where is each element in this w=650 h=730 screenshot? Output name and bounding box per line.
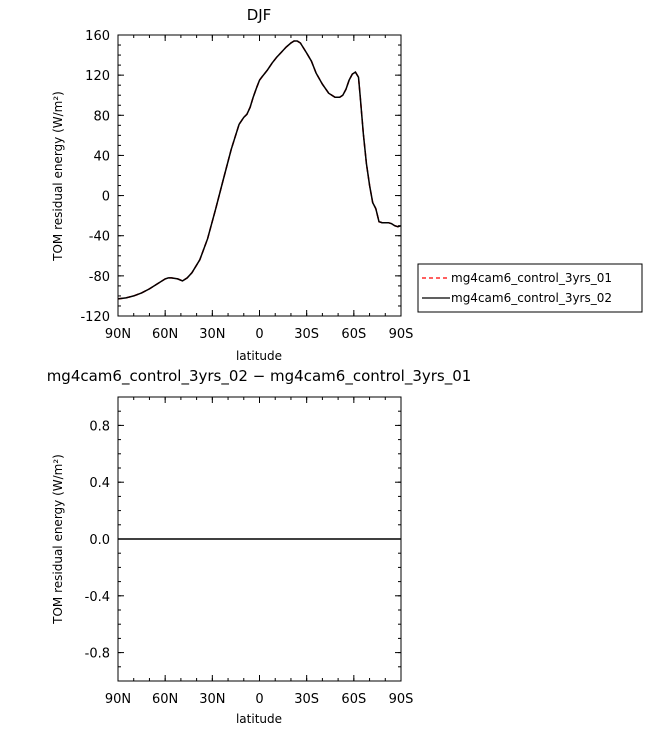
- top-y-tick-label: -80: [89, 270, 110, 285]
- legend-box: [417, 263, 643, 313]
- top-x-tick-label: 90S: [389, 327, 414, 342]
- legend-label-series-2: mg4cam6_control_3yrs_02: [451, 291, 612, 305]
- top-series-line-2: [117, 40, 402, 300]
- top-panel: DJF 90N 60N 30N 0 30S 60S 90S 160 120 80 40 0 -40 -80…: [51, 6, 413, 363]
- top-x-tick-label: 60N: [152, 327, 178, 342]
- top-y-tick-label: 80: [93, 109, 110, 124]
- top-y-tick-label: -120: [80, 310, 110, 325]
- top-x-tick-label: 90N: [105, 327, 131, 342]
- top-x-tick-label: 0: [255, 327, 263, 342]
- top-x-tick-label: 60S: [341, 327, 366, 342]
- bottom-x-tick-label: 30N: [199, 692, 225, 707]
- bottom-x-tick-label: 60S: [341, 692, 366, 707]
- top-x-axis-label: latitude: [236, 349, 282, 363]
- bottom-chart-title: mg4cam6_control_3yrs_02 − mg4cam6_contro…: [47, 367, 472, 386]
- bottom-y-tick-label: 0.8: [89, 419, 110, 434]
- top-y-tick-label: -40: [89, 230, 110, 245]
- top-chart-title: DJF: [247, 6, 272, 24]
- bottom-x-tick-label: 60N: [152, 692, 178, 707]
- top-y-tick-label: 40: [93, 149, 110, 164]
- bottom-y-tick-label: 0.0: [89, 533, 110, 548]
- bottom-x-tick-label: 30S: [294, 692, 319, 707]
- top-y-axis-label: TOM residual energy (W/m²): [51, 91, 65, 262]
- bottom-x-tick-label: 90N: [105, 692, 131, 707]
- top-y-tick-label: 160: [85, 29, 110, 44]
- bottom-y-tick-label: -0.4: [85, 590, 110, 605]
- bottom-y-tick-label: 0.4: [89, 476, 110, 491]
- top-x-tick-label: 30N: [199, 327, 225, 342]
- bottom-panel: mg4cam6_control_3yrs_02 − mg4cam6_contro…: [47, 367, 472, 726]
- bottom-y-tick-label: -0.8: [85, 647, 110, 662]
- bottom-x-tick-label: 0: [255, 692, 263, 707]
- legend: mg4cam6_control_3yrs_01 mg4cam6_control_…: [417, 263, 643, 313]
- legend-label-series-1: mg4cam6_control_3yrs_01: [451, 271, 612, 285]
- top-y-tick-label: 120: [85, 69, 110, 84]
- top-y-tick-label: 0: [102, 190, 110, 205]
- bottom-y-axis-label: TOM residual energy (W/m²): [51, 454, 65, 625]
- bottom-x-tick-label: 90S: [389, 692, 414, 707]
- bottom-x-axis-label: latitude: [236, 712, 282, 726]
- top-x-tick-label: 30S: [294, 327, 319, 342]
